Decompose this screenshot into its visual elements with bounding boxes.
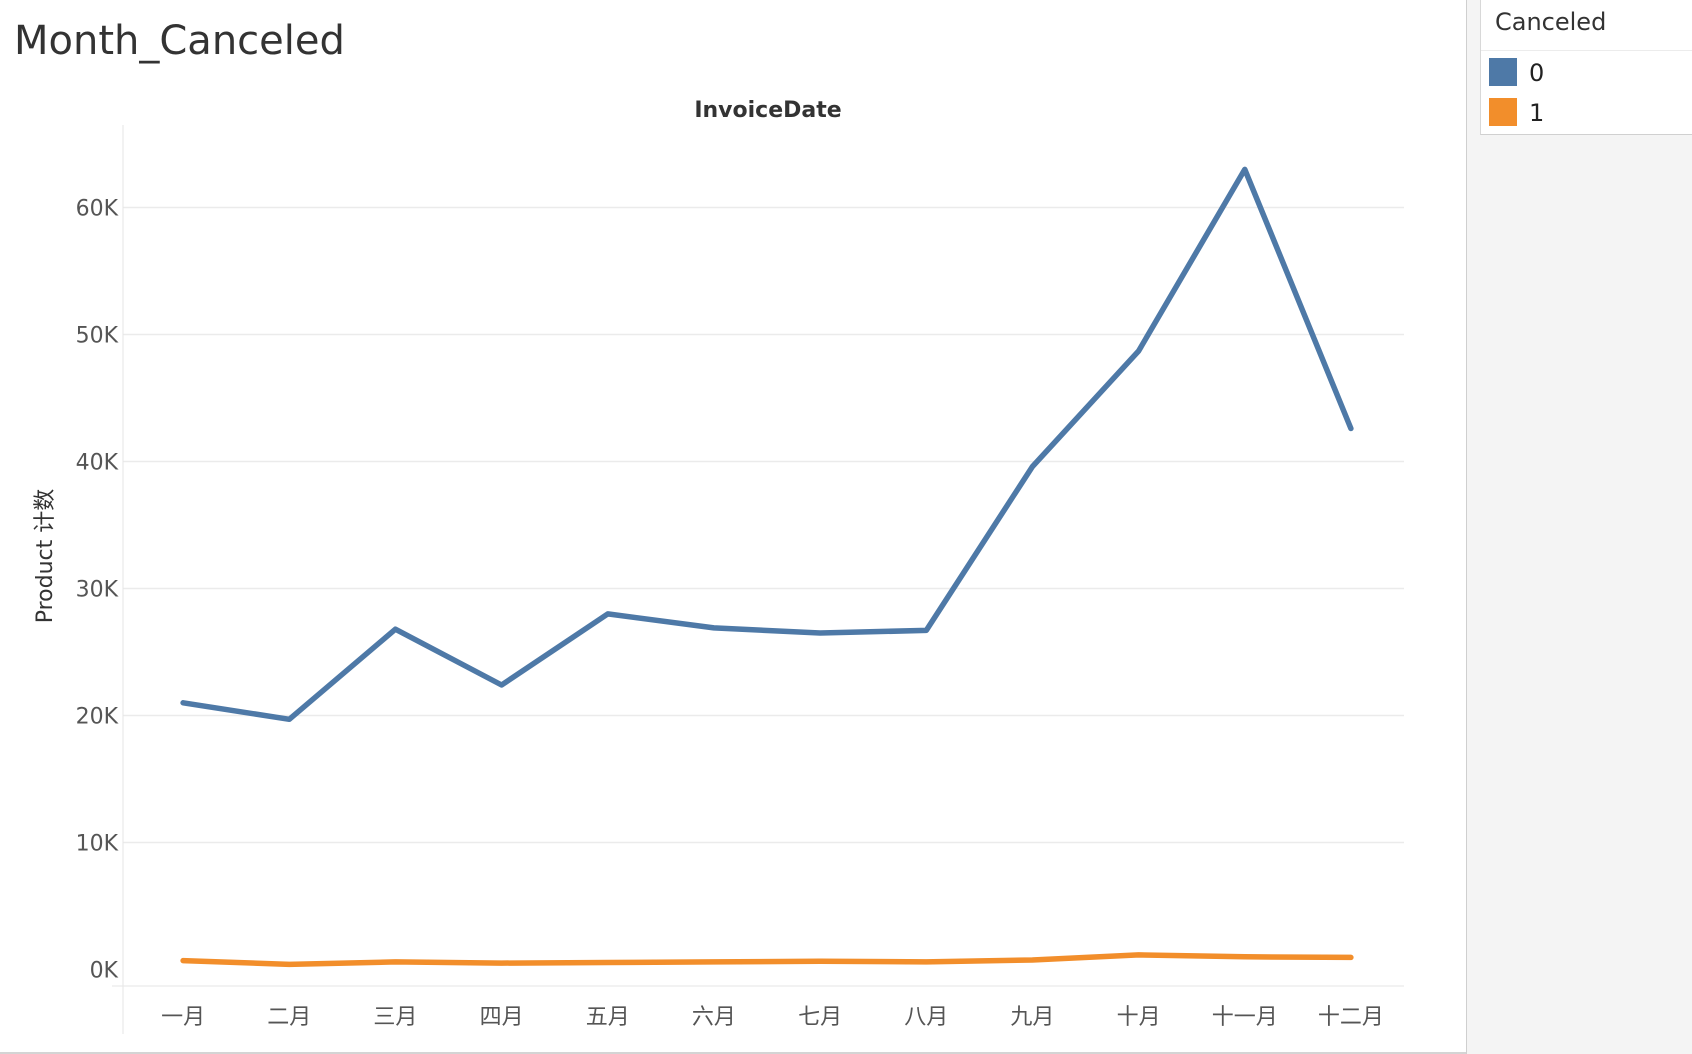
axes: [112, 125, 1404, 1034]
y-axis-label: Product 计数: [33, 489, 58, 624]
legend-swatch-0: [1489, 58, 1517, 86]
legend-label-1: 1: [1529, 99, 1545, 127]
legend-label-0: 0: [1529, 59, 1545, 87]
worksheet: Month_Canceled InvoiceDate Product 计数 0K…: [0, 0, 1466, 1054]
x-tick-label: 三月: [373, 1005, 417, 1030]
x-tick-label: 四月: [480, 1005, 524, 1030]
series-line-0[interactable]: [180, 166, 1354, 723]
legend-item-0[interactable]: 0: [1489, 58, 1689, 88]
y-tick-labels: 0K 10K 20K 30K 40K 50K 60K: [76, 197, 119, 984]
x-tick-label: 十二月: [1318, 1005, 1384, 1030]
x-tick-label: 十一月: [1212, 1005, 1278, 1030]
legend-swatch-1: [1489, 98, 1517, 126]
y-tick-label: 10K: [76, 832, 119, 857]
series-lines: [180, 166, 1354, 968]
gridlines: [123, 206, 1404, 844]
x-tick-label: 七月: [798, 1005, 842, 1030]
y-tick-label: 40K: [76, 451, 119, 476]
color-legend: Canceled 0 1: [1480, 0, 1692, 135]
x-tick-label: 二月: [267, 1005, 311, 1030]
line-chart: InvoiceDate Product 计数 0K 10K 20K 30K 40K 50K…: [33, 98, 1404, 1034]
legend-title: Canceled: [1495, 8, 1607, 36]
x-tick-labels: 一月 二月 三月 四月 五月 六月 七月 八月 九月 十月 十一月 十二月: [161, 1005, 1384, 1030]
sheet-title: Month_Canceled: [14, 18, 345, 64]
legend-divider: [1481, 50, 1692, 51]
chart-title: InvoiceDate: [694, 98, 841, 123]
series-line-1[interactable]: [180, 952, 1354, 968]
x-tick-label: 八月: [904, 1005, 948, 1030]
y-tick-label: 0K: [90, 958, 119, 983]
y-tick-label: 60K: [76, 197, 119, 222]
y-tick-label: 50K: [76, 324, 119, 349]
x-tick-label: 一月: [161, 1005, 205, 1030]
pane-divider[interactable]: [1466, 0, 1467, 1054]
x-tick-label: 五月: [586, 1005, 630, 1030]
x-tick-label: 十月: [1117, 1005, 1161, 1030]
y-tick-label: 30K: [76, 578, 119, 603]
x-tick-label: 九月: [1010, 1005, 1054, 1030]
x-tick-label: 六月: [692, 1005, 736, 1030]
y-tick-label: 20K: [76, 705, 119, 730]
legend-item-1[interactable]: 1: [1489, 98, 1689, 128]
